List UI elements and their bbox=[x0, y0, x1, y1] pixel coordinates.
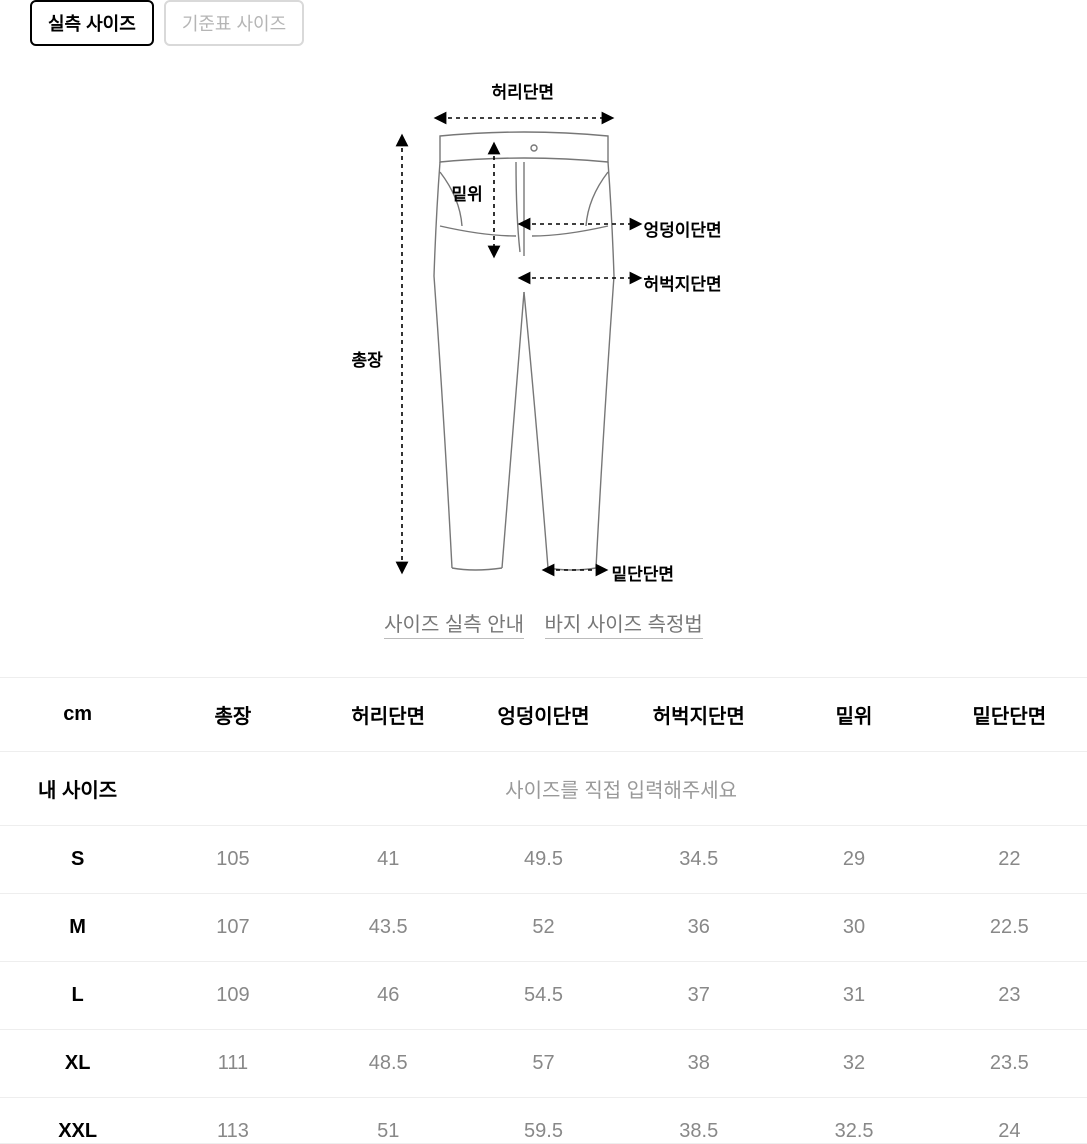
link-pants-howto[interactable]: 바지 사이즈 측정법 bbox=[545, 614, 703, 639]
size-value: 30 bbox=[776, 894, 931, 962]
label-rise: 밑위 bbox=[452, 180, 483, 205]
table-row: L1094654.5373123 bbox=[0, 962, 1087, 1030]
mysize-placeholder[interactable]: 사이즈를 직접 입력해주세요 bbox=[155, 752, 1087, 826]
size-value: 49.5 bbox=[466, 826, 621, 894]
label-hem: 밑단단면 bbox=[612, 560, 675, 585]
size-value: 29 bbox=[776, 826, 931, 894]
size-value: 22.5 bbox=[932, 894, 1087, 962]
size-value: 46 bbox=[311, 962, 466, 1030]
size-value: 43.5 bbox=[311, 894, 466, 962]
col-waist: 허리단면 bbox=[311, 678, 466, 752]
size-value: 23 bbox=[932, 962, 1087, 1030]
link-size-guide[interactable]: 사이즈 실측 안내 bbox=[384, 614, 524, 639]
size-table: cm 총장 허리단면 엉덩이단면 허벅지단면 밑위 밑단단면 내 사이즈사이즈를… bbox=[0, 677, 1087, 1144]
size-value: 36 bbox=[621, 894, 776, 962]
pants-svg bbox=[344, 76, 744, 586]
size-tab-row: 실측 사이즈 기준표 사이즈 bbox=[0, 0, 1087, 46]
pants-diagram: 허리단면 밑위 엉덩이단면 허벅지단면 총장 밑단단면 bbox=[344, 76, 744, 586]
size-value: 32.5 bbox=[776, 1098, 931, 1144]
size-value: 107 bbox=[155, 894, 310, 962]
label-waist: 허리단면 bbox=[492, 78, 555, 103]
col-hem: 밑단단면 bbox=[932, 678, 1087, 752]
table-row: S1054149.534.52922 bbox=[0, 826, 1087, 894]
label-length: 총장 bbox=[352, 346, 383, 371]
measurement-links: 사이즈 실측 안내 바지 사이즈 측정법 bbox=[0, 608, 1087, 637]
mysize-label: 내 사이즈 bbox=[0, 752, 155, 826]
size-value: 34.5 bbox=[621, 826, 776, 894]
size-value: 52 bbox=[466, 894, 621, 962]
size-label: S bbox=[0, 826, 155, 894]
col-hip: 엉덩이단면 bbox=[466, 678, 621, 752]
size-value: 59.5 bbox=[466, 1098, 621, 1144]
size-value: 109 bbox=[155, 962, 310, 1030]
col-unit: cm bbox=[0, 678, 155, 752]
size-value: 48.5 bbox=[311, 1030, 466, 1098]
size-value: 37 bbox=[621, 962, 776, 1030]
size-value: 57 bbox=[466, 1030, 621, 1098]
size-value: 32 bbox=[776, 1030, 931, 1098]
col-thigh: 허벅지단면 bbox=[621, 678, 776, 752]
col-rise: 밑위 bbox=[776, 678, 931, 752]
table-row-mysize[interactable]: 내 사이즈사이즈를 직접 입력해주세요 bbox=[0, 752, 1087, 826]
table-header-row: cm 총장 허리단면 엉덩이단면 허벅지단면 밑위 밑단단면 bbox=[0, 678, 1087, 752]
table-row: XL11148.557383223.5 bbox=[0, 1030, 1087, 1098]
table-row: M10743.552363022.5 bbox=[0, 894, 1087, 962]
size-value: 24 bbox=[932, 1098, 1087, 1144]
size-value: 51 bbox=[311, 1098, 466, 1144]
pants-diagram-wrap: 허리단면 밑위 엉덩이단면 허벅지단면 총장 밑단단면 bbox=[0, 76, 1087, 586]
label-thigh: 허벅지단면 bbox=[644, 270, 722, 295]
tab-standard-size[interactable]: 기준표 사이즈 bbox=[164, 0, 304, 46]
size-value: 31 bbox=[776, 962, 931, 1030]
col-length: 총장 bbox=[155, 678, 310, 752]
size-value: 105 bbox=[155, 826, 310, 894]
size-label: L bbox=[0, 962, 155, 1030]
tab-actual-size[interactable]: 실측 사이즈 bbox=[30, 0, 154, 46]
size-value: 54.5 bbox=[466, 962, 621, 1030]
size-value: 38 bbox=[621, 1030, 776, 1098]
size-value: 22 bbox=[932, 826, 1087, 894]
table-row: XXL1135159.538.532.524 bbox=[0, 1098, 1087, 1144]
label-hip: 엉덩이단면 bbox=[644, 216, 722, 241]
size-label: XL bbox=[0, 1030, 155, 1098]
size-value: 23.5 bbox=[932, 1030, 1087, 1098]
size-label: XXL bbox=[0, 1098, 155, 1144]
size-value: 113 bbox=[155, 1098, 310, 1144]
size-value: 111 bbox=[155, 1030, 310, 1098]
size-label: M bbox=[0, 894, 155, 962]
size-value: 41 bbox=[311, 826, 466, 894]
size-value: 38.5 bbox=[621, 1098, 776, 1144]
